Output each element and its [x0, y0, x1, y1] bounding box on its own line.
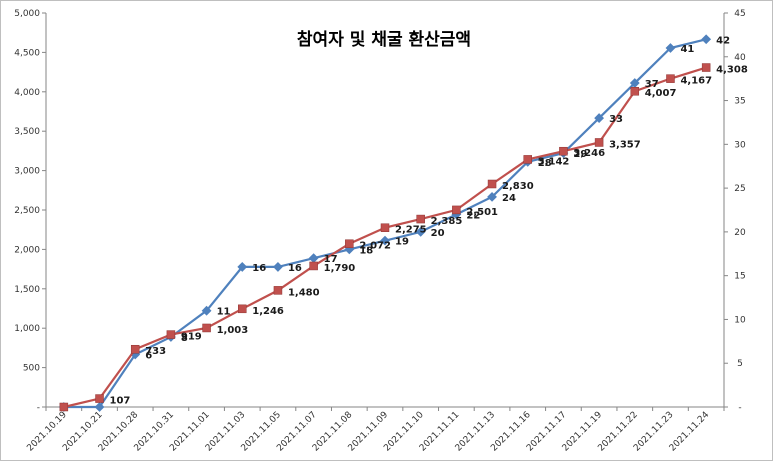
data-label: 11	[217, 307, 231, 318]
data-label: 16	[288, 263, 302, 274]
right-tick-label: 40	[734, 53, 746, 63]
participants-point	[273, 262, 283, 272]
participants-point	[415, 226, 426, 237]
amount-point	[309, 261, 318, 271]
data-label: 3,357	[609, 139, 641, 150]
amount-point	[523, 155, 532, 164]
data-label: 18	[359, 245, 373, 256]
amount-point	[166, 330, 176, 339]
participants-point	[201, 305, 212, 316]
left-tick-label: 1,000	[14, 324, 40, 334]
right-tick-label: 30	[734, 140, 746, 150]
data-label: 4,308	[716, 65, 748, 76]
participants-point	[237, 262, 248, 272]
right-tick-label: 25	[734, 184, 745, 194]
data-label: 2,072	[359, 241, 391, 252]
data-label: 19	[395, 237, 409, 248]
right-tick-label: 35	[734, 97, 745, 107]
data-label: 41	[680, 44, 694, 55]
data-label: 8	[181, 333, 188, 344]
amount-point	[452, 205, 461, 215]
amount-point	[202, 323, 211, 333]
data-label: 4,167	[680, 76, 712, 87]
participants-point	[380, 235, 390, 246]
participants-point	[701, 34, 712, 45]
right-tick-label: 20	[734, 228, 746, 238]
right-tick-label: 45	[734, 9, 745, 19]
left-tick-label: 2,500	[14, 206, 40, 216]
left-tick-label: 4,000	[14, 88, 40, 98]
series-layer	[58, 34, 712, 412]
amount-point	[487, 179, 497, 189]
right-tick-label: 10	[734, 315, 746, 325]
data-label: 2,501	[466, 207, 498, 218]
left-tick-label: 3,000	[14, 167, 40, 177]
data-label: 16	[252, 263, 266, 274]
data-labels: 6 8 11 16 16 17 18 19 20 22 24 28 29 33 37 41 42 107 733 91…	[110, 35, 748, 406]
data-label: 33	[609, 114, 623, 125]
right-tick-label: 15	[734, 272, 745, 282]
participants-point	[94, 402, 105, 412]
data-label: 37	[645, 79, 659, 90]
amount-point	[416, 214, 425, 224]
data-label: 107	[110, 396, 131, 407]
data-label: 22	[466, 210, 480, 221]
data-label: 28	[538, 158, 552, 169]
data-label: 1,480	[288, 287, 320, 298]
data-label: 2,385	[431, 216, 463, 227]
amount-point	[130, 344, 140, 354]
left-tick-label: 2,000	[14, 245, 40, 255]
participants-point	[665, 43, 676, 53]
chart-title: 참여자 및 채굴 환산금액	[297, 29, 471, 50]
axes: - 500 1,000 1,500 2,000 2,500 3,000 3,500 4,000 4…	[14, 9, 746, 454]
amount-point	[630, 86, 640, 96]
left-tick-label: 4,500	[14, 48, 40, 58]
data-label: 2,830	[502, 181, 534, 192]
data-label: 42	[716, 35, 730, 46]
participants-point	[594, 113, 605, 123]
data-label: 20	[431, 228, 445, 239]
participants-point	[487, 191, 497, 202]
left-tick-label: -	[37, 403, 40, 413]
data-label: 1,246	[252, 306, 284, 317]
data-label: 3,142	[538, 156, 570, 167]
amount-point	[95, 394, 104, 403]
left-tick-label: 500	[23, 364, 40, 374]
amount-point	[238, 304, 247, 314]
left-tick-label: 3,500	[14, 127, 40, 137]
amount-point	[594, 138, 604, 147]
amount-point	[666, 74, 675, 83]
data-label: 6	[145, 350, 152, 361]
data-label: 24	[502, 193, 516, 204]
left-tick-label: 1,500	[14, 285, 40, 295]
data-label: 733	[145, 346, 166, 357]
data-label: 919	[181, 332, 202, 343]
data-label: 17	[324, 254, 338, 265]
amount-point	[345, 239, 354, 248]
left-tick-label: 5,000	[14, 9, 40, 19]
data-label: 3,246	[573, 148, 605, 159]
amount-point	[380, 223, 390, 232]
data-label: 1,003	[217, 325, 249, 336]
participants-point	[308, 253, 319, 264]
amount-point	[273, 286, 283, 295]
data-label: 4,007	[645, 88, 677, 99]
amount-point	[59, 402, 69, 412]
data-label: 2,275	[395, 225, 427, 236]
data-label: 29	[573, 149, 587, 160]
amount-point	[559, 146, 568, 156]
amount-point	[701, 63, 711, 72]
data-label: 1,790	[324, 263, 356, 274]
right-tick-label: -	[738, 403, 741, 413]
right-tick-label: 5	[737, 359, 743, 369]
